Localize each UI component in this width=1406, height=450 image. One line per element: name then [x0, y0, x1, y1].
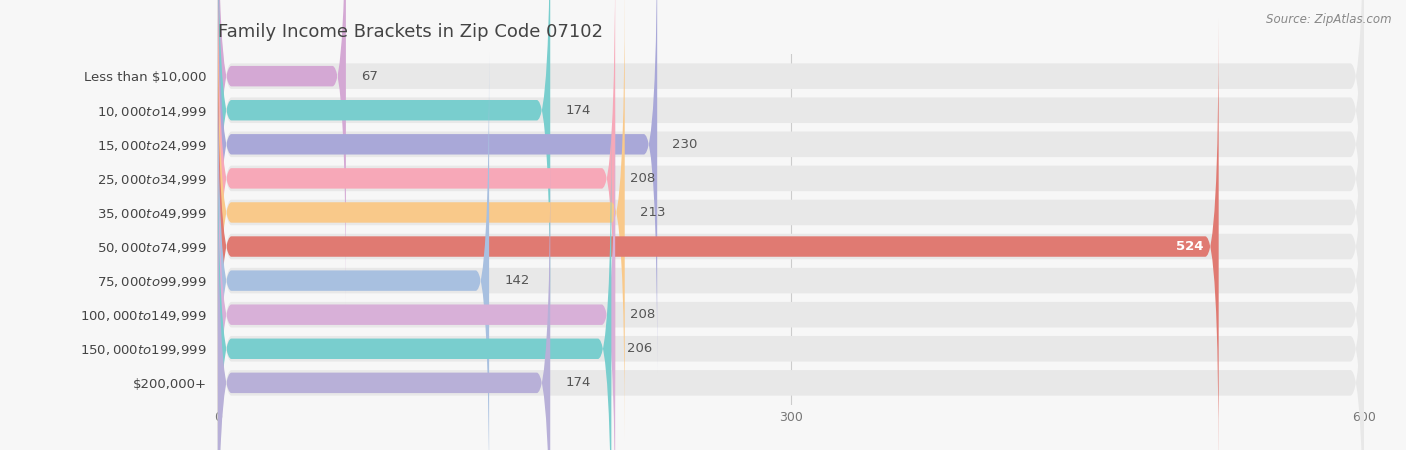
FancyBboxPatch shape — [218, 0, 550, 338]
Text: 208: 208 — [630, 308, 655, 321]
Text: 142: 142 — [505, 274, 530, 287]
FancyBboxPatch shape — [218, 86, 616, 450]
Text: 206: 206 — [627, 342, 652, 355]
Text: Source: ZipAtlas.com: Source: ZipAtlas.com — [1267, 14, 1392, 27]
FancyBboxPatch shape — [218, 157, 1364, 450]
Text: 524: 524 — [1175, 240, 1204, 253]
Text: 174: 174 — [565, 104, 591, 117]
FancyBboxPatch shape — [218, 154, 550, 450]
FancyBboxPatch shape — [218, 21, 1364, 450]
Text: Family Income Brackets in Zip Code 07102: Family Income Brackets in Zip Code 07102 — [218, 23, 603, 41]
FancyBboxPatch shape — [218, 0, 1364, 302]
FancyBboxPatch shape — [218, 0, 1364, 336]
Text: 230: 230 — [672, 138, 697, 151]
Text: 67: 67 — [361, 70, 378, 83]
FancyBboxPatch shape — [218, 0, 657, 373]
FancyBboxPatch shape — [218, 0, 1364, 370]
FancyBboxPatch shape — [218, 0, 1364, 404]
FancyBboxPatch shape — [218, 0, 1364, 438]
FancyBboxPatch shape — [218, 0, 624, 441]
FancyBboxPatch shape — [218, 55, 1364, 450]
FancyBboxPatch shape — [218, 0, 346, 305]
FancyBboxPatch shape — [218, 89, 1364, 450]
Text: 213: 213 — [640, 206, 665, 219]
FancyBboxPatch shape — [218, 0, 616, 407]
FancyBboxPatch shape — [218, 52, 489, 450]
FancyBboxPatch shape — [218, 123, 1364, 450]
Text: 174: 174 — [565, 376, 591, 389]
FancyBboxPatch shape — [218, 121, 612, 450]
Text: 208: 208 — [630, 172, 655, 185]
FancyBboxPatch shape — [218, 18, 1219, 450]
